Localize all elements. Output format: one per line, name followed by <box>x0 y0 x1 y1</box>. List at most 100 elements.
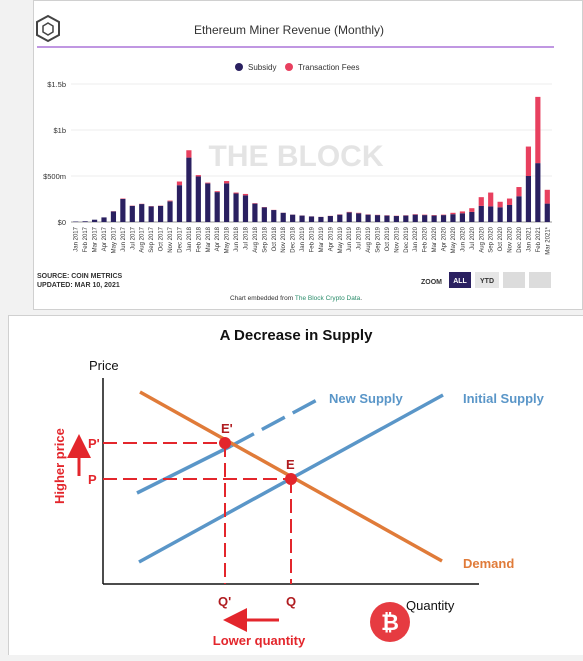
x-tick-label: Jan 2017 <box>74 226 80 251</box>
bar-subsidy[interactable] <box>526 176 531 222</box>
x-tick-label: Feb 2019 <box>310 226 316 252</box>
bar-subsidy[interactable] <box>233 193 238 222</box>
bar-subsidy[interactable] <box>318 217 323 222</box>
y-tick-p: P <box>88 472 97 487</box>
bar-fees[interactable] <box>205 183 210 184</box>
y-tick-label: $1b <box>53 126 66 135</box>
x-tick-label: Aug 2019 <box>366 226 372 252</box>
bar-subsidy[interactable] <box>139 204 144 222</box>
bar-subsidy[interactable] <box>149 206 154 222</box>
bar-subsidy[interactable] <box>290 215 295 222</box>
bar-subsidy[interactable] <box>337 215 342 222</box>
bar-subsidy[interactable] <box>545 204 550 222</box>
x-tick-label: Nov 2017 <box>168 226 174 252</box>
bar-subsidy[interactable] <box>375 215 380 222</box>
zoom-label: ZOOM <box>421 279 442 286</box>
bar-subsidy[interactable] <box>403 216 408 222</box>
zoom-empty-button-1[interactable] <box>503 272 525 288</box>
bar-fees[interactable] <box>469 208 474 212</box>
x-tick-label: Aug 2018 <box>253 226 259 252</box>
bar-subsidy[interactable] <box>196 176 201 222</box>
bar-subsidy[interactable] <box>111 211 116 222</box>
bar-fees[interactable] <box>479 197 484 206</box>
x-tick-label: Jul 2019 <box>357 226 363 249</box>
bar-fees[interactable] <box>488 193 493 207</box>
bar-subsidy[interactable] <box>413 215 418 222</box>
bar-subsidy[interactable] <box>535 163 540 222</box>
bar-subsidy[interactable] <box>469 212 474 222</box>
embed-suffix: . <box>360 295 362 302</box>
svg-text:₿: ₿ <box>381 610 399 635</box>
x-tick-label: Feb 2020 <box>423 226 429 252</box>
bar-fees[interactable] <box>224 181 229 183</box>
bar-subsidy[interactable] <box>309 216 314 222</box>
zoom-empty-button-2[interactable] <box>529 272 551 288</box>
bar-subsidy[interactable] <box>120 199 125 222</box>
bar-fees[interactable] <box>243 194 248 195</box>
bar-subsidy[interactable] <box>177 185 182 222</box>
legend: Subsidy Transaction Fees <box>235 63 360 72</box>
bar-subsidy[interactable] <box>507 205 512 222</box>
bar-subsidy[interactable] <box>83 221 88 222</box>
bar-subsidy[interactable] <box>167 201 172 222</box>
bar-subsidy[interactable] <box>243 195 248 222</box>
bar-subsidy[interactable] <box>281 213 286 222</box>
bar-fees[interactable] <box>196 175 201 176</box>
bar-subsidy[interactable] <box>224 183 229 222</box>
bar-fees[interactable] <box>507 199 512 205</box>
bar-subsidy[interactable] <box>347 212 352 222</box>
bar-subsidy[interactable] <box>186 158 191 222</box>
legend-subsidy-swatch <box>235 63 243 71</box>
embed-link[interactable]: The Block Crypto Data <box>295 295 361 302</box>
bar-subsidy[interactable] <box>384 216 389 222</box>
demand-label: Demand <box>463 556 514 571</box>
bar-subsidy[interactable] <box>262 207 267 222</box>
bar-fees[interactable] <box>460 211 465 213</box>
bar-subsidy[interactable] <box>205 183 210 222</box>
bar-subsidy[interactable] <box>158 206 163 222</box>
bar-subsidy[interactable] <box>394 216 399 222</box>
bar-subsidy[interactable] <box>130 206 135 222</box>
legend-fees-label[interactable]: Transaction Fees <box>298 63 360 72</box>
bar-subsidy[interactable] <box>365 215 370 222</box>
bar-subsidy[interactable] <box>92 220 97 222</box>
bar-subsidy[interactable] <box>271 210 276 222</box>
bar-fees[interactable] <box>526 147 531 176</box>
bar-subsidy[interactable] <box>479 206 484 222</box>
embed-note: Chart embedded from The Block Crypto Dat… <box>230 295 362 302</box>
bar-fees[interactable] <box>167 201 172 202</box>
bar-fees[interactable] <box>233 193 238 194</box>
bar-subsidy[interactable] <box>356 213 361 222</box>
bar-subsidy[interactable] <box>498 207 503 222</box>
y-tick-label: $1.5b <box>47 80 66 89</box>
revenue-chart-svg: Ethereum Miner Revenue (Monthly) Subsidy… <box>34 1 583 311</box>
bar-fees[interactable] <box>535 97 540 163</box>
bar-subsidy[interactable] <box>252 204 257 222</box>
legend-subsidy-label[interactable]: Subsidy <box>248 63 276 72</box>
zoom-ytd-label: YTD <box>480 278 494 285</box>
bar-subsidy[interactable] <box>422 215 427 222</box>
bar-subsidy[interactable] <box>488 206 493 222</box>
bar-fees[interactable] <box>177 182 182 186</box>
bar-subsidy[interactable] <box>450 214 455 222</box>
bar-subsidy[interactable] <box>460 213 465 222</box>
bar-subsidy[interactable] <box>215 192 220 222</box>
bar-fees[interactable] <box>215 191 220 192</box>
x-tick-label: Jan 2018 <box>187 226 193 251</box>
x-tick-label: Jun 2017 <box>121 226 127 251</box>
bar-fees[interactable] <box>516 187 521 196</box>
initial-supply-label: Initial Supply <box>463 391 545 406</box>
bar-subsidy[interactable] <box>299 216 304 222</box>
bar-fees[interactable] <box>498 202 503 208</box>
bar-fees[interactable] <box>450 213 455 214</box>
bar-subsidy[interactable] <box>328 216 333 222</box>
bar-fees[interactable] <box>186 150 191 157</box>
x-tick-label: Apr 2020 <box>442 226 448 251</box>
bar-subsidy[interactable] <box>101 217 106 222</box>
bar-fees[interactable] <box>545 190 550 204</box>
bar-subsidy[interactable] <box>432 216 437 222</box>
bar-subsidy[interactable] <box>516 196 521 222</box>
point-e-prime-label: E' <box>221 421 233 436</box>
y-tick-label: $0 <box>58 218 66 227</box>
bar-subsidy[interactable] <box>441 215 446 222</box>
